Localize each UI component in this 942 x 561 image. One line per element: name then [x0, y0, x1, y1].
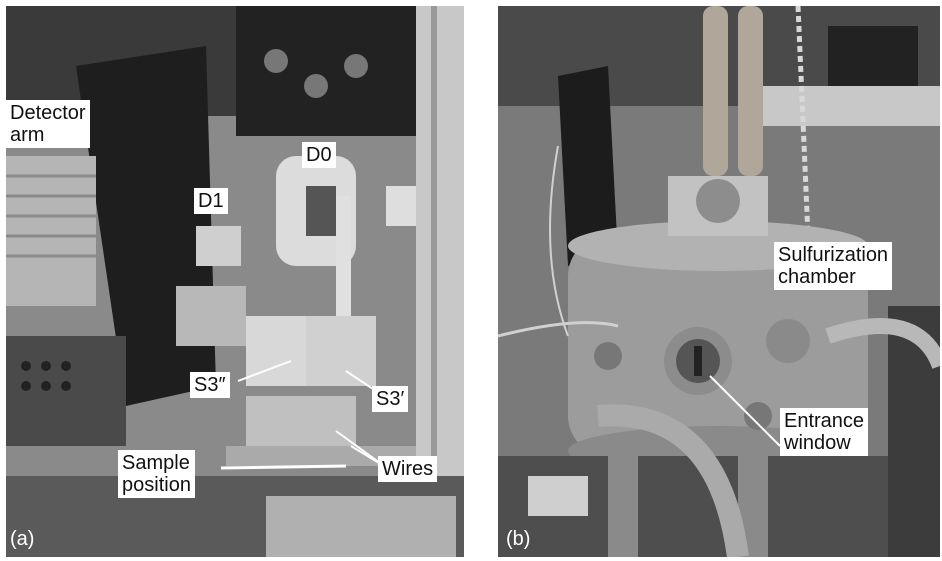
label-s3pp: S3″ [190, 372, 230, 398]
panel-a-letter: (a) [10, 528, 35, 550]
flex-hose [597, 404, 749, 557]
s3pp-pointer [237, 360, 292, 382]
label-detector-arm-line1: Detector [10, 102, 86, 124]
label-d1: D1 [194, 188, 228, 214]
sample-position-line [220, 464, 347, 470]
top-bracket [236, 6, 436, 136]
label-sulfurization-chamber: Sulfurization chamber [774, 242, 893, 290]
panel-a-photo: Detector arm D0 D1 S3″ S3′ Wires Sample … [6, 6, 464, 557]
entrance-window-pointer [709, 375, 781, 447]
label-detector-arm: Detector arm [6, 100, 90, 148]
slit-s3p [306, 316, 376, 386]
slit-s3pp [246, 316, 316, 386]
label-entrance-line2: window [784, 432, 851, 454]
label-wires: Wires [378, 456, 438, 482]
label-entrance-window: Entrance window [780, 408, 869, 456]
label-entrance-line1: Entrance [784, 410, 865, 432]
panel-b-photo: Sulfurization chamber Entrance window (b… [498, 6, 940, 557]
hose-left [703, 6, 728, 176]
hose-right [738, 6, 763, 176]
label-sample-position-line1: Sample [122, 452, 190, 474]
label-s3p: S3′ [372, 386, 409, 412]
black-panel [558, 66, 618, 266]
label-sulfurization-line2: chamber [778, 266, 856, 288]
label-sample-position-line2: position [122, 474, 191, 496]
panel-a-photo-drawing [6, 6, 464, 557]
d1-detector [196, 226, 241, 266]
label-detector-arm-line2: arm [10, 124, 45, 146]
label-sulfurization-line1: Sulfurization [778, 244, 889, 266]
label-d0: D0 [302, 142, 336, 168]
s3p-pointer [345, 370, 377, 392]
left-shutter [6, 156, 96, 306]
label-sample-position: Sample position [118, 450, 195, 498]
panel-b-letter: (b) [506, 528, 531, 550]
overhead-rail [748, 86, 940, 126]
